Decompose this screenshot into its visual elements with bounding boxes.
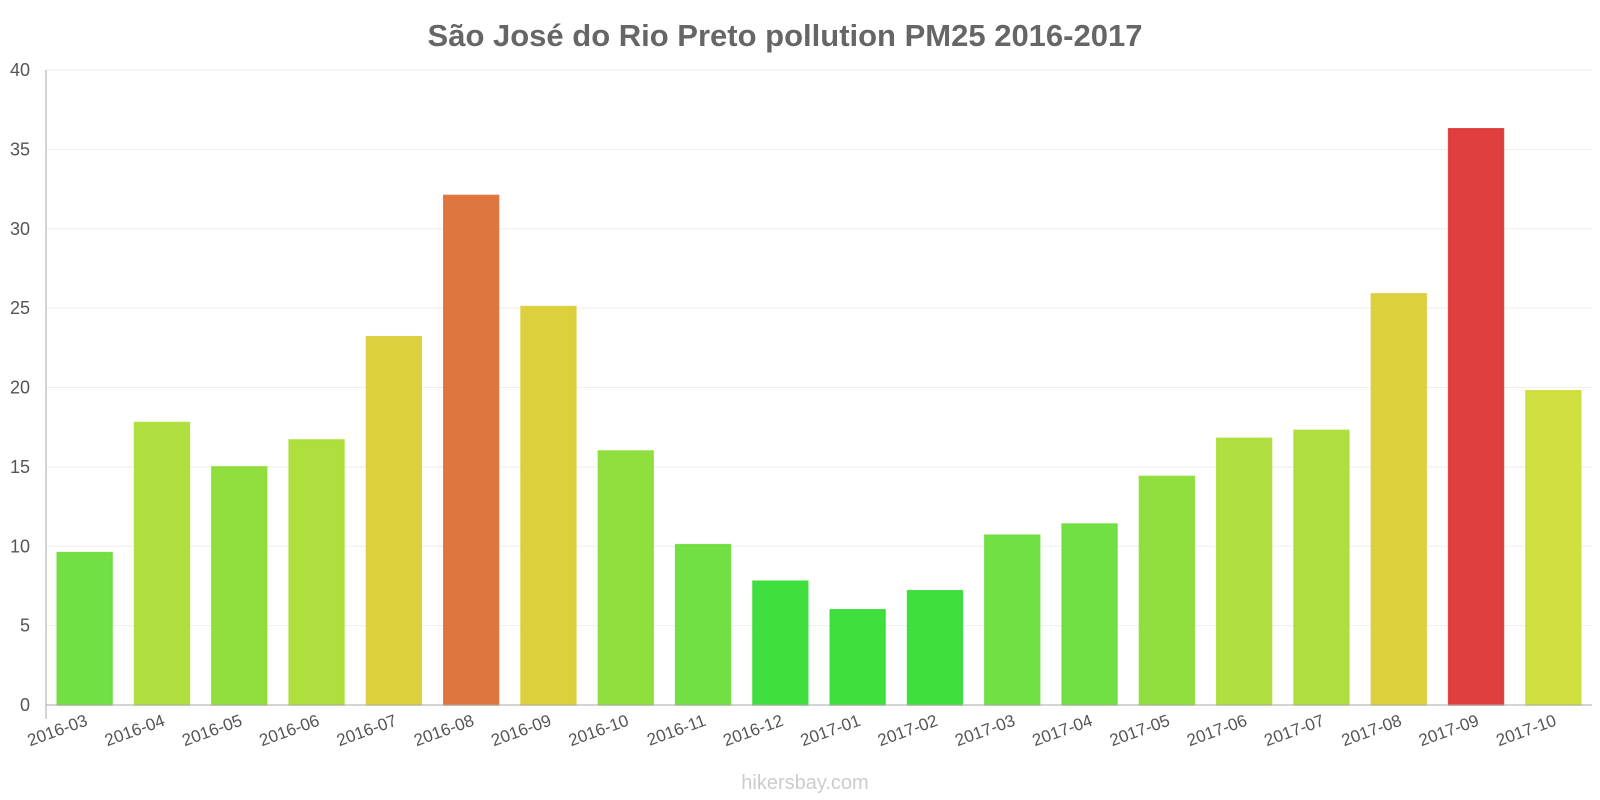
x-tick-label: 2016-09 [489,711,554,750]
x-tick-label: 2017-04 [1030,711,1095,750]
bar-2017-10 [1525,389,1582,706]
bar-2017-01 [829,609,886,706]
bar-2017-08 [1370,293,1427,706]
y-tick-label: 35 [10,139,30,159]
x-tick-label: 2017-01 [798,711,863,750]
x-tick-label: 2017-02 [875,711,940,750]
bar-2016-04 [133,421,191,706]
bar-2016-10 [597,450,654,706]
x-tick-label: 2016-08 [411,711,476,750]
watermark: hikersbay.com [741,772,868,794]
x-tick-label: 2016-03 [25,711,90,750]
bar-2017-09 [1447,127,1505,706]
bar-2017-05 [1138,475,1196,706]
x-tick-label: 2017-09 [1416,711,1481,750]
chart-title: São José do Rio Preto pollution PM25 201… [428,18,1143,53]
y-tick-label: 5 [20,616,30,636]
bar-2016-11 [674,543,732,706]
bar-2017-04 [1061,523,1118,706]
y-tick-label: 40 [10,60,30,80]
x-tick-label: 2016-05 [179,711,244,750]
bar-2016-12 [752,580,809,706]
x-tick-label: 2016-06 [257,711,322,750]
y-tick-label: 20 [10,378,30,398]
x-tick-label: 2016-10 [566,711,631,750]
y-tick-label: 0 [20,695,30,715]
x-tick-label: 2016-04 [102,711,167,750]
bar-2017-02 [906,589,964,706]
grid-lines [46,69,1592,627]
x-tick-label: 2017-08 [1339,711,1404,750]
y-axis: 0 5 10 15 20 25 30 35 40 [10,60,47,719]
x-tick-label: 2017-05 [1107,711,1172,750]
bar-2016-08 [442,194,500,706]
x-tick-label: 2016-07 [334,711,399,750]
y-tick-label: 25 [10,298,30,318]
bar-2017-07 [1293,429,1350,706]
bar-2017-03 [984,534,1041,706]
bar-2016-03 [56,551,113,706]
y-tick-label: 15 [10,457,30,477]
bar-2017-06 [1215,437,1273,706]
y-tick-label: 10 [10,536,30,556]
x-axis: 2016-03 2016-04 2016-05 2016-06 2016-07 2016-… [25,704,1592,750]
y-tick-label: 30 [10,219,30,239]
x-tick-label: 2017-03 [952,711,1017,750]
x-tick-label: 2017-07 [1262,711,1327,750]
x-tick-label: 2017-06 [1184,711,1249,750]
x-tick-label: 2017-10 [1494,711,1559,750]
bar-2016-09 [520,305,577,706]
bars [56,127,1582,706]
bar-2016-07 [365,335,423,706]
x-tick-label: 2016-11 [644,711,708,750]
x-tick-label: 2016-12 [721,711,786,750]
bar-2016-05 [211,466,268,706]
bar-2016-06 [288,439,345,706]
